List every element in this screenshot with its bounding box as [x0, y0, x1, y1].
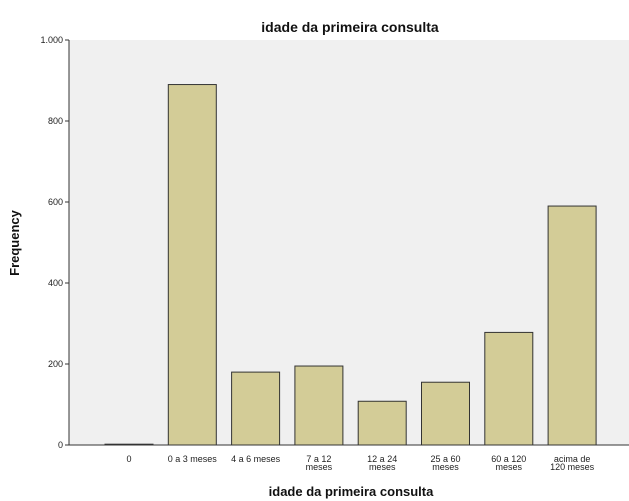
- chart-title: idade da primeira consulta: [261, 19, 439, 35]
- x-tick-label: 7 a 12 meses: [306, 454, 333, 472]
- bar: [357, 400, 407, 446]
- x-tick-label: 0: [126, 454, 131, 464]
- y-tick-label: 200: [48, 359, 63, 369]
- y-tick-label: 400: [48, 278, 63, 288]
- x-tick-label: 0 a 3 meses: [168, 454, 218, 464]
- x-tick-labels: 0 0 a 3 meses 4 a 6 meses 7 a 12 meses 12 a 2…: [126, 454, 594, 472]
- y-tick-label: 600: [48, 197, 63, 207]
- y-tick-label: 1.000: [40, 35, 63, 45]
- y-tick-labels: 0 200 400 600 800 1.000: [40, 35, 63, 450]
- bar: [167, 84, 217, 446]
- bar: [294, 365, 344, 446]
- y-axis: [65, 39, 70, 446]
- bars: [104, 84, 597, 446]
- bar: [421, 381, 470, 446]
- bar: [104, 443, 154, 446]
- x-tick-label: 25 a 60 meses: [430, 454, 460, 472]
- y-tick-label: 800: [48, 116, 63, 126]
- x-tick-label: 60 a 120 meses: [491, 454, 526, 472]
- y-axis-label: Frequency: [7, 209, 22, 276]
- bar: [484, 331, 534, 446]
- bar: [231, 371, 281, 446]
- x-tick-label: 4 a 6 meses: [231, 454, 281, 464]
- bar: [547, 205, 597, 446]
- plot-area: [69, 40, 629, 445]
- y-tick-label: 0: [58, 440, 63, 450]
- x-tick-label: acima de 120 meses: [550, 454, 595, 472]
- x-axis-label: idade da primeira consulta: [269, 484, 434, 499]
- x-tick-label: 12 a 24 meses: [367, 454, 397, 472]
